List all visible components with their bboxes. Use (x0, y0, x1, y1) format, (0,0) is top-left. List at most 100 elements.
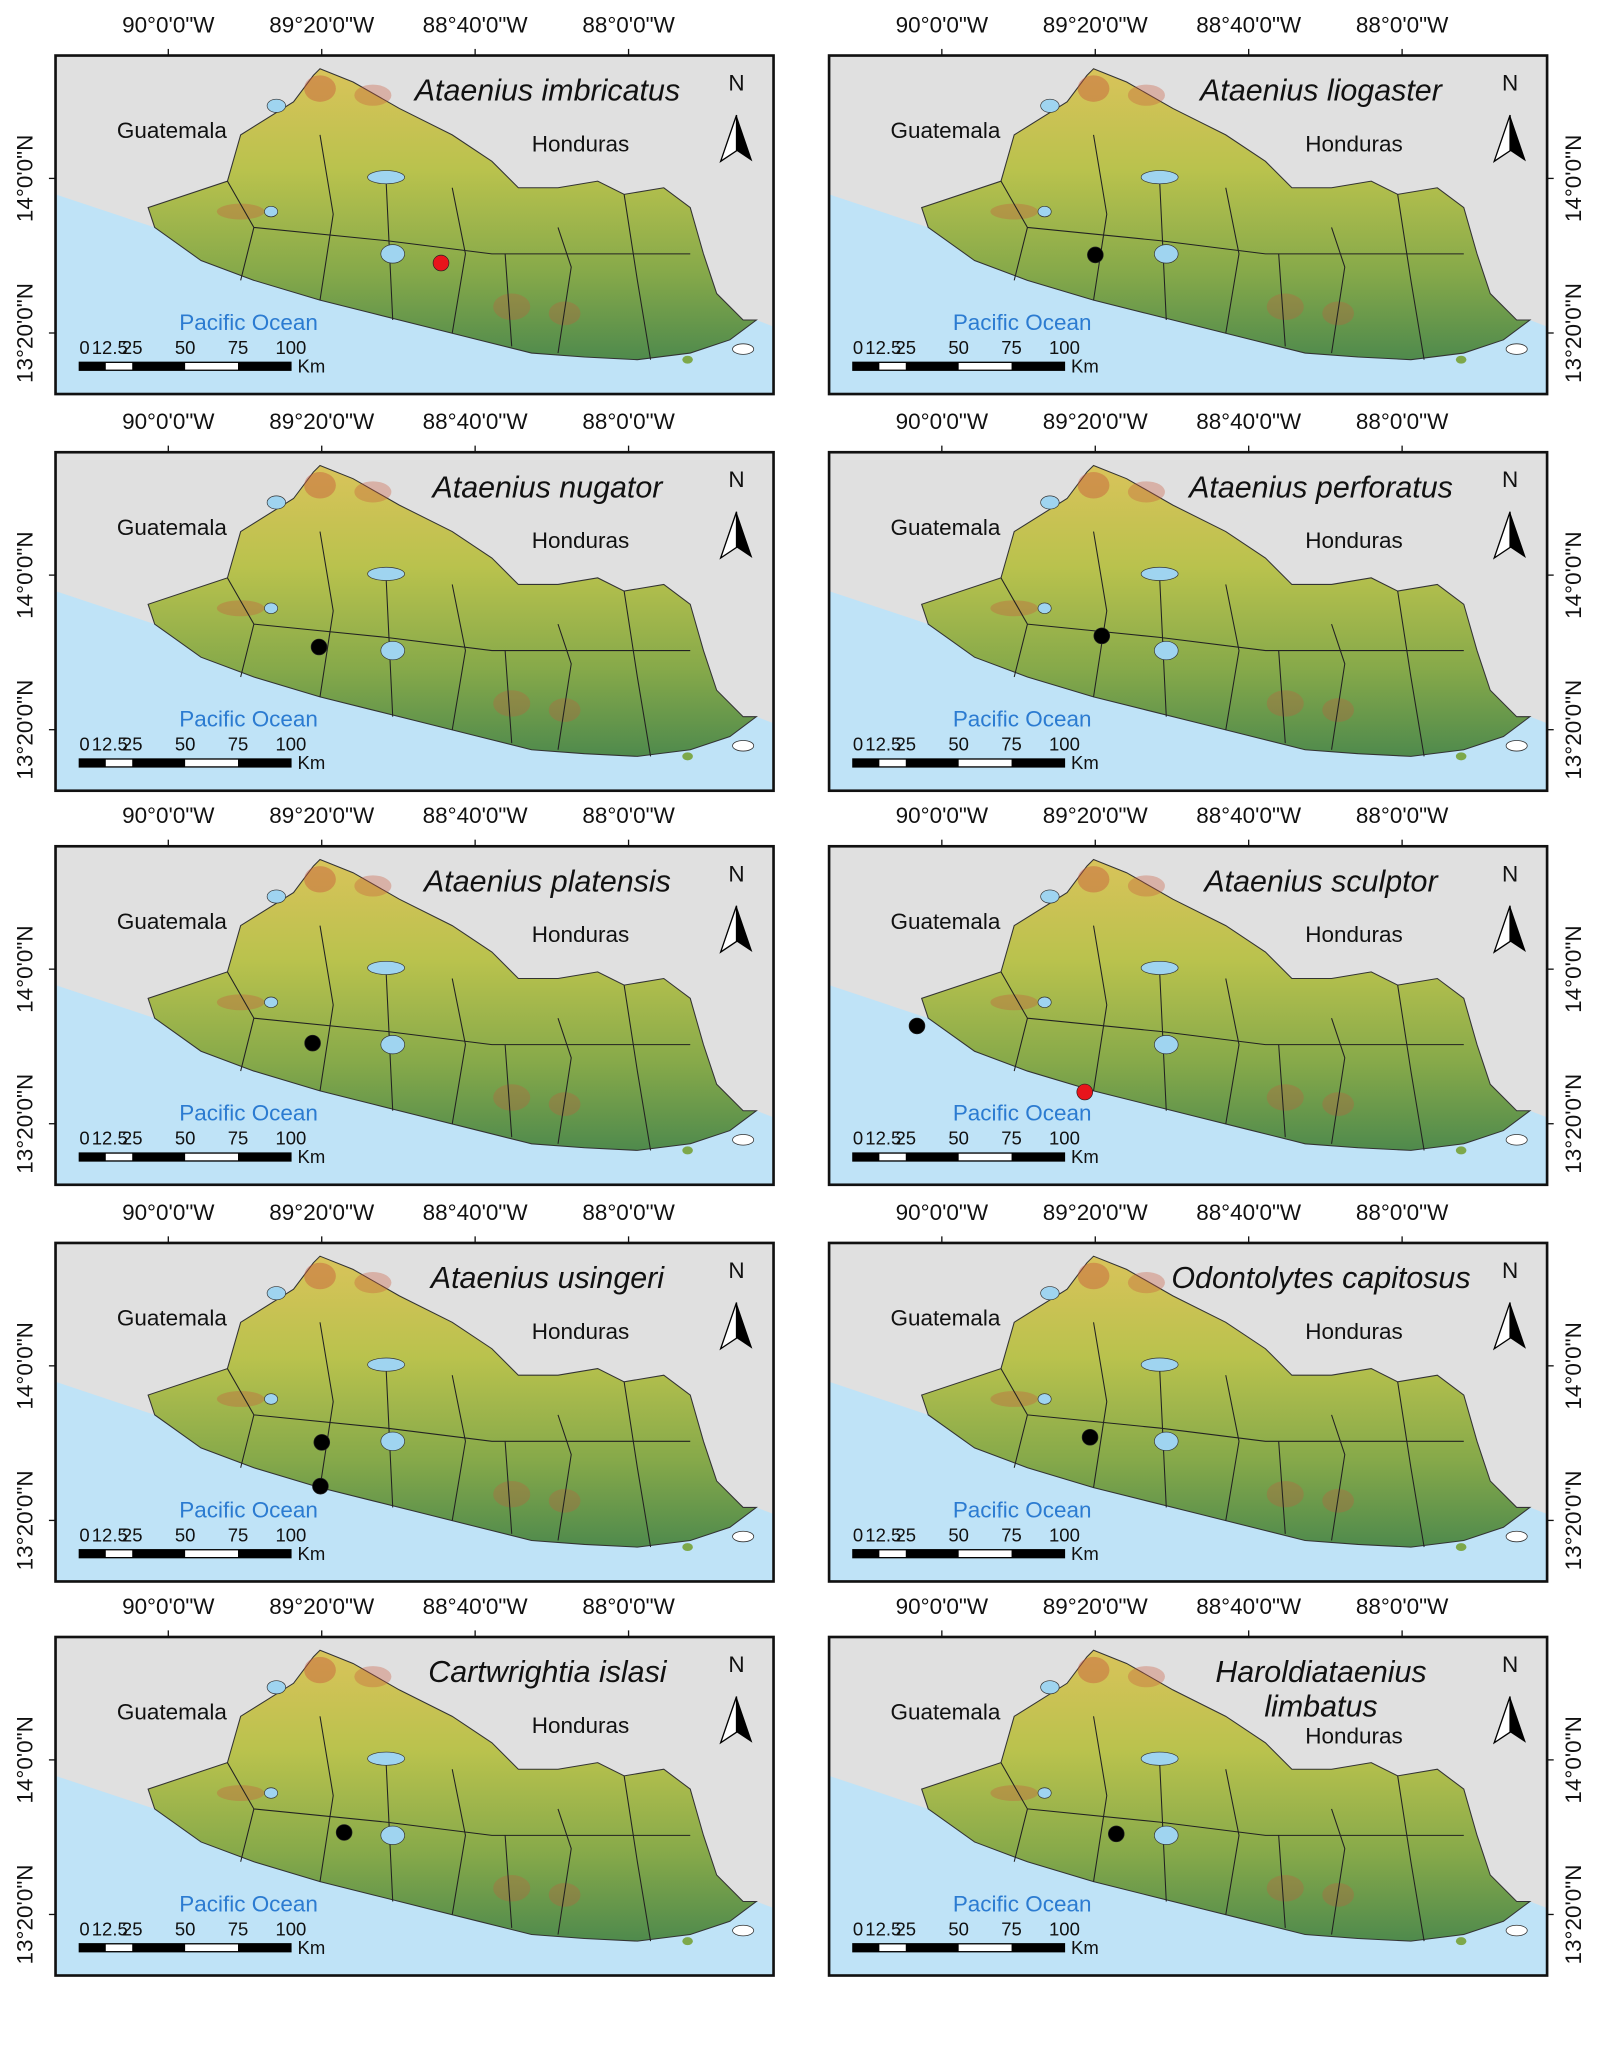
country-label: Honduras (532, 1713, 629, 1738)
species-title: limbatus (1264, 1689, 1377, 1723)
scale-label: 0 (853, 1128, 863, 1149)
occurrence-point (304, 1034, 321, 1052)
lon-tick-label: 89°20'0"W (1043, 12, 1149, 37)
scale-label: 0 (853, 1918, 863, 1939)
scale-segment (132, 759, 186, 767)
scale-label: 75 (1001, 337, 1022, 358)
scale-label: 100 (1049, 734, 1080, 755)
lat-tick-label: 13°20'0"N (12, 680, 37, 780)
lat-tick-label: 14°0'0"N (1561, 1322, 1586, 1409)
north-label: N (728, 861, 744, 886)
species-title: Haroldiataenius (1215, 1655, 1426, 1689)
lon-tick-label: 88°0'0"W (1356, 12, 1449, 37)
scale-segment (238, 759, 291, 767)
occurrence-point (310, 638, 328, 656)
lat-tick-label: 14°0'0"N (12, 925, 37, 1012)
lat-tick-label: 13°20'0"N (1561, 1470, 1586, 1570)
scale-segment (905, 362, 959, 371)
country-label: Honduras (532, 1319, 629, 1344)
ocean-label: Pacific Ocean (179, 707, 318, 732)
map-panel: 90°0'0"W 89°20'0"W 88°40'0"W 88°0'0"W 14°0'0… (12, 803, 773, 1185)
lat-tick-label: 13°20'0"N (1561, 1074, 1586, 1174)
scale-segment (1011, 759, 1065, 767)
scale-label: 50 (948, 1128, 969, 1149)
lon-tick-label: 88°0'0"W (582, 409, 675, 434)
lon-tick-label: 90°0'0"W (896, 12, 989, 37)
lon-tick-label: 88°40'0"W (1196, 409, 1302, 434)
scale-segment (852, 759, 880, 767)
figure-content: 90°0'0"W 89°20'0"W 88°40'0"W 88°0'0"W 14°0'0… (12, 12, 1586, 1976)
scale-label: 75 (228, 734, 249, 755)
lat-tick-label: 14°0'0"N (1561, 531, 1586, 618)
species-title: Odontolytes capitosus (1171, 1261, 1470, 1295)
species-title: Cartwrightia islasi (428, 1655, 667, 1689)
lon-tick-label: 88°0'0"W (1356, 409, 1449, 434)
scale-label: 100 (275, 1128, 306, 1149)
scale-label: 50 (948, 1918, 969, 1939)
lon-tick-label: 89°20'0"W (269, 1200, 375, 1225)
scale-unit: Km (1071, 1146, 1099, 1167)
lat-tick-label: 14°0'0"N (1561, 135, 1586, 222)
lon-tick-label: 88°0'0"W (1356, 1200, 1449, 1225)
scale-segment (905, 1943, 959, 1952)
scale-segment (79, 362, 106, 371)
scale-label: 12.5 (865, 337, 901, 358)
scale-unit: Km (1071, 1937, 1099, 1958)
north-label: N (1502, 71, 1518, 96)
scale-label: 0 (79, 1524, 89, 1545)
lat-tick-label: 13°20'0"N (12, 1470, 37, 1570)
scale-segment (852, 1549, 880, 1558)
scale-segment (905, 1549, 959, 1558)
scale-label: 12.5 (865, 1128, 901, 1149)
scale-segment (132, 1153, 186, 1161)
scale-label: 50 (175, 1128, 196, 1149)
lon-tick-label: 88°0'0"W (582, 12, 675, 37)
lon-tick-label: 90°0'0"W (122, 12, 215, 37)
country-label: Honduras (1305, 922, 1402, 947)
scale-label: 50 (175, 1918, 196, 1939)
country-label: Guatemala (890, 1700, 1000, 1725)
scale-label: 0 (853, 1524, 863, 1545)
lat-tick-label: 14°0'0"N (12, 1322, 37, 1409)
scale-segment (79, 1153, 106, 1161)
scale-label: 25 (895, 337, 916, 358)
lat-tick-label: 14°0'0"N (12, 135, 37, 222)
basemap (829, 1637, 1547, 1976)
lon-tick-label: 88°0'0"W (1356, 803, 1449, 828)
scale-label: 75 (228, 337, 249, 358)
scale-segment (132, 1549, 186, 1558)
scale-segment (1011, 1943, 1065, 1952)
scale-label: 50 (948, 734, 969, 755)
scale-label: 0 (853, 734, 863, 755)
scale-label: 25 (895, 734, 916, 755)
scale-label: 25 (122, 1524, 143, 1545)
scale-label: 75 (1001, 1918, 1022, 1939)
lat-tick-label: 13°20'0"N (1561, 283, 1586, 383)
lat-tick-label: 13°20'0"N (12, 1074, 37, 1174)
scale-segment (238, 362, 291, 371)
lon-tick-label: 88°40'0"W (423, 12, 529, 37)
lon-tick-label: 89°20'0"W (1043, 1200, 1149, 1225)
scale-label: 25 (895, 1128, 916, 1149)
scale-label: 75 (1001, 734, 1022, 755)
scale-label: 0 (79, 1128, 89, 1149)
scale-unit: Km (298, 752, 326, 773)
scale-segment (1011, 1549, 1065, 1558)
scale-segment (79, 1549, 106, 1558)
scale-unit: Km (298, 1146, 326, 1167)
map-panel: 90°0'0"W 89°20'0"W 88°40'0"W 88°0'0"W 14°0'0… (829, 409, 1586, 791)
scale-segment (852, 362, 880, 371)
lon-tick-label: 90°0'0"W (896, 409, 989, 434)
occurrence-point (335, 1824, 353, 1841)
lat-tick-label: 13°20'0"N (12, 283, 37, 383)
lon-tick-label: 88°40'0"W (1196, 1200, 1302, 1225)
scale-label: 25 (122, 1918, 143, 1939)
lon-tick-label: 89°20'0"W (269, 1594, 375, 1619)
scale-label: 25 (895, 1524, 916, 1545)
country-label: Guatemala (117, 515, 227, 540)
lon-tick-label: 89°20'0"W (1043, 803, 1149, 828)
scale-unit: Km (1071, 752, 1099, 773)
country-label: Guatemala (890, 909, 1000, 934)
